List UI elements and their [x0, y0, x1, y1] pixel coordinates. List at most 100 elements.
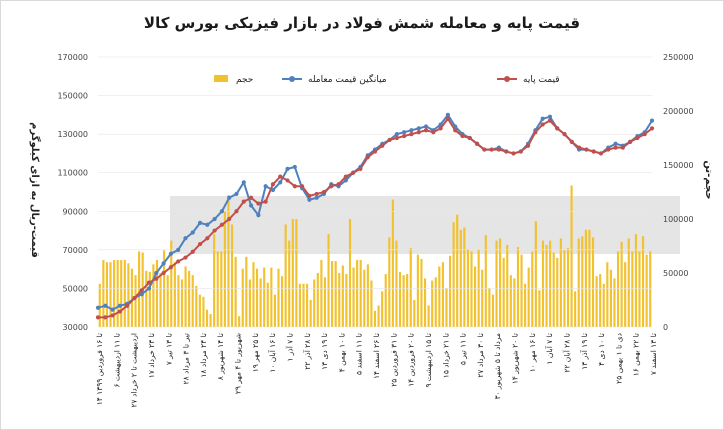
- base-price-point: [453, 128, 458, 133]
- volume-bar: [152, 264, 155, 327]
- trade-avg-point: [168, 251, 173, 256]
- gridlines: [98, 56, 652, 328]
- volume-bar: [352, 267, 355, 327]
- x-tick-label: ۲۸ تیر تا ۳ مرداد: [182, 333, 191, 384]
- base-price-point: [132, 295, 137, 301]
- base-price-point: [496, 147, 502, 152]
- watermark-band: [170, 196, 680, 254]
- volume-bar: [341, 265, 344, 327]
- volume-bar: [316, 273, 319, 327]
- base-price-point: [438, 126, 443, 131]
- base-price-point: [635, 135, 640, 141]
- volume-bar: [606, 262, 609, 327]
- base-price-point: [649, 126, 655, 131]
- base-price-point: [234, 209, 239, 214]
- trade-avg-point: [212, 216, 217, 222]
- volume-bar: [277, 268, 280, 327]
- volume-bar: [145, 270, 148, 327]
- volume-bar: [259, 278, 262, 327]
- volume-bar: [209, 314, 212, 327]
- volume-bar: [452, 222, 455, 327]
- base-price-point: [380, 143, 385, 148]
- base-price-point: [577, 145, 582, 150]
- base-price-point: [351, 170, 356, 175]
- volume-bar: [388, 237, 391, 327]
- base-price-point: [358, 166, 363, 171]
- base-price-point: [139, 288, 144, 293]
- volume-bar: [116, 260, 119, 327]
- volume-bar: [499, 238, 502, 327]
- volume-bar: [488, 288, 491, 327]
- base-price-point: [125, 303, 130, 308]
- x-tick-label: ۱۳ تا ۱۹ آذر: [579, 333, 589, 370]
- base-price-point: [628, 139, 633, 144]
- base-price-point: [176, 259, 181, 264]
- base-price-point: [489, 147, 494, 152]
- volume-bar: [270, 267, 273, 327]
- x-tick-label: ۱۴ تا ۲۰ شهریور: [511, 333, 520, 384]
- volume-bar: [524, 283, 527, 327]
- x-tick-label: ۷ تا ۱۳ تیر: [164, 333, 173, 365]
- base-price-point: [314, 191, 319, 197]
- base-price-point: [394, 135, 399, 141]
- base-price-point: [372, 149, 378, 154]
- volume-bar: [309, 300, 312, 327]
- x-axis-labels: ۱۴ تا ۱۶ فروردین ۱۳۹۹ ۶ تا ۱۱ اردیبهشت ۲۷ …: [95, 333, 658, 407]
- volume-bar: [456, 214, 459, 327]
- volume-bar: [373, 310, 377, 327]
- base-price-point: [103, 315, 108, 320]
- volume-bar: [534, 221, 537, 327]
- volume-bar: [638, 251, 641, 327]
- volume-bar: [138, 251, 141, 327]
- volume-bar: [481, 269, 484, 327]
- trade-avg-point: [343, 178, 348, 183]
- volume-bar: [509, 275, 512, 327]
- x-tick-label: ۲۷ تا ۳۰ مرداد: [476, 333, 485, 378]
- trade-avg-point: [190, 230, 195, 235]
- volume-bar: [434, 277, 437, 327]
- left-tick-label: 150000: [57, 92, 88, 101]
- x-tick-label: ۱۰ تا ۱۶ مهر: [528, 333, 537, 372]
- base-price-point: [161, 270, 166, 276]
- left-tick-label: 70000: [63, 246, 88, 255]
- volume-bar: [370, 280, 373, 327]
- base-price-point: [467, 135, 472, 141]
- volume-bars: [98, 185, 652, 327]
- legend-base-label: قیمت پایه: [523, 75, 560, 85]
- base-price-point: [278, 174, 283, 179]
- base-price-point: [241, 199, 246, 204]
- trade-avg-point: [314, 195, 319, 200]
- base-price-point: [533, 130, 538, 135]
- volume-bar: [602, 283, 605, 327]
- volume-bar: [366, 264, 369, 327]
- x-tick-label: ۱۸ تا ۲۴ مرداد: [199, 333, 208, 378]
- volume-bar: [566, 248, 570, 327]
- volume-bar: [166, 275, 169, 327]
- volume-bar: [545, 244, 548, 327]
- x-tick-label: ۵ تا ۱۱ تیر: [459, 333, 468, 365]
- volume-bar: [484, 235, 487, 327]
- volume-bar: [541, 240, 545, 327]
- volume-bar: [381, 291, 384, 327]
- volume-bar: [345, 274, 348, 327]
- trade-avg-point: [416, 126, 421, 131]
- volume-bar: [155, 260, 159, 327]
- left-axis-ticks: 170000 150000 130000 110000 90000 70000 50000 3…: [57, 53, 88, 332]
- x-tick-label: ۷ تا ۱۳ اسفند: [649, 333, 658, 375]
- volume-bar: [363, 269, 366, 327]
- base-price-point: [183, 255, 188, 260]
- trade-avg-point: [409, 128, 414, 133]
- volume-bar: [520, 254, 523, 327]
- x-tick-label: ۲۹ شهریور تا ۴ مهر: [234, 333, 243, 394]
- volume-bar: [195, 285, 198, 327]
- volume-bar: [295, 219, 298, 327]
- base-price-point: [569, 139, 574, 144]
- volume-bar: [173, 262, 176, 327]
- volume-bar: [188, 270, 191, 327]
- trade-avg-point: [110, 307, 115, 312]
- volume-bar: [591, 237, 595, 327]
- volume-bar: [216, 251, 219, 327]
- base-price-point: [613, 145, 618, 150]
- right-tick-label: 0: [663, 323, 668, 332]
